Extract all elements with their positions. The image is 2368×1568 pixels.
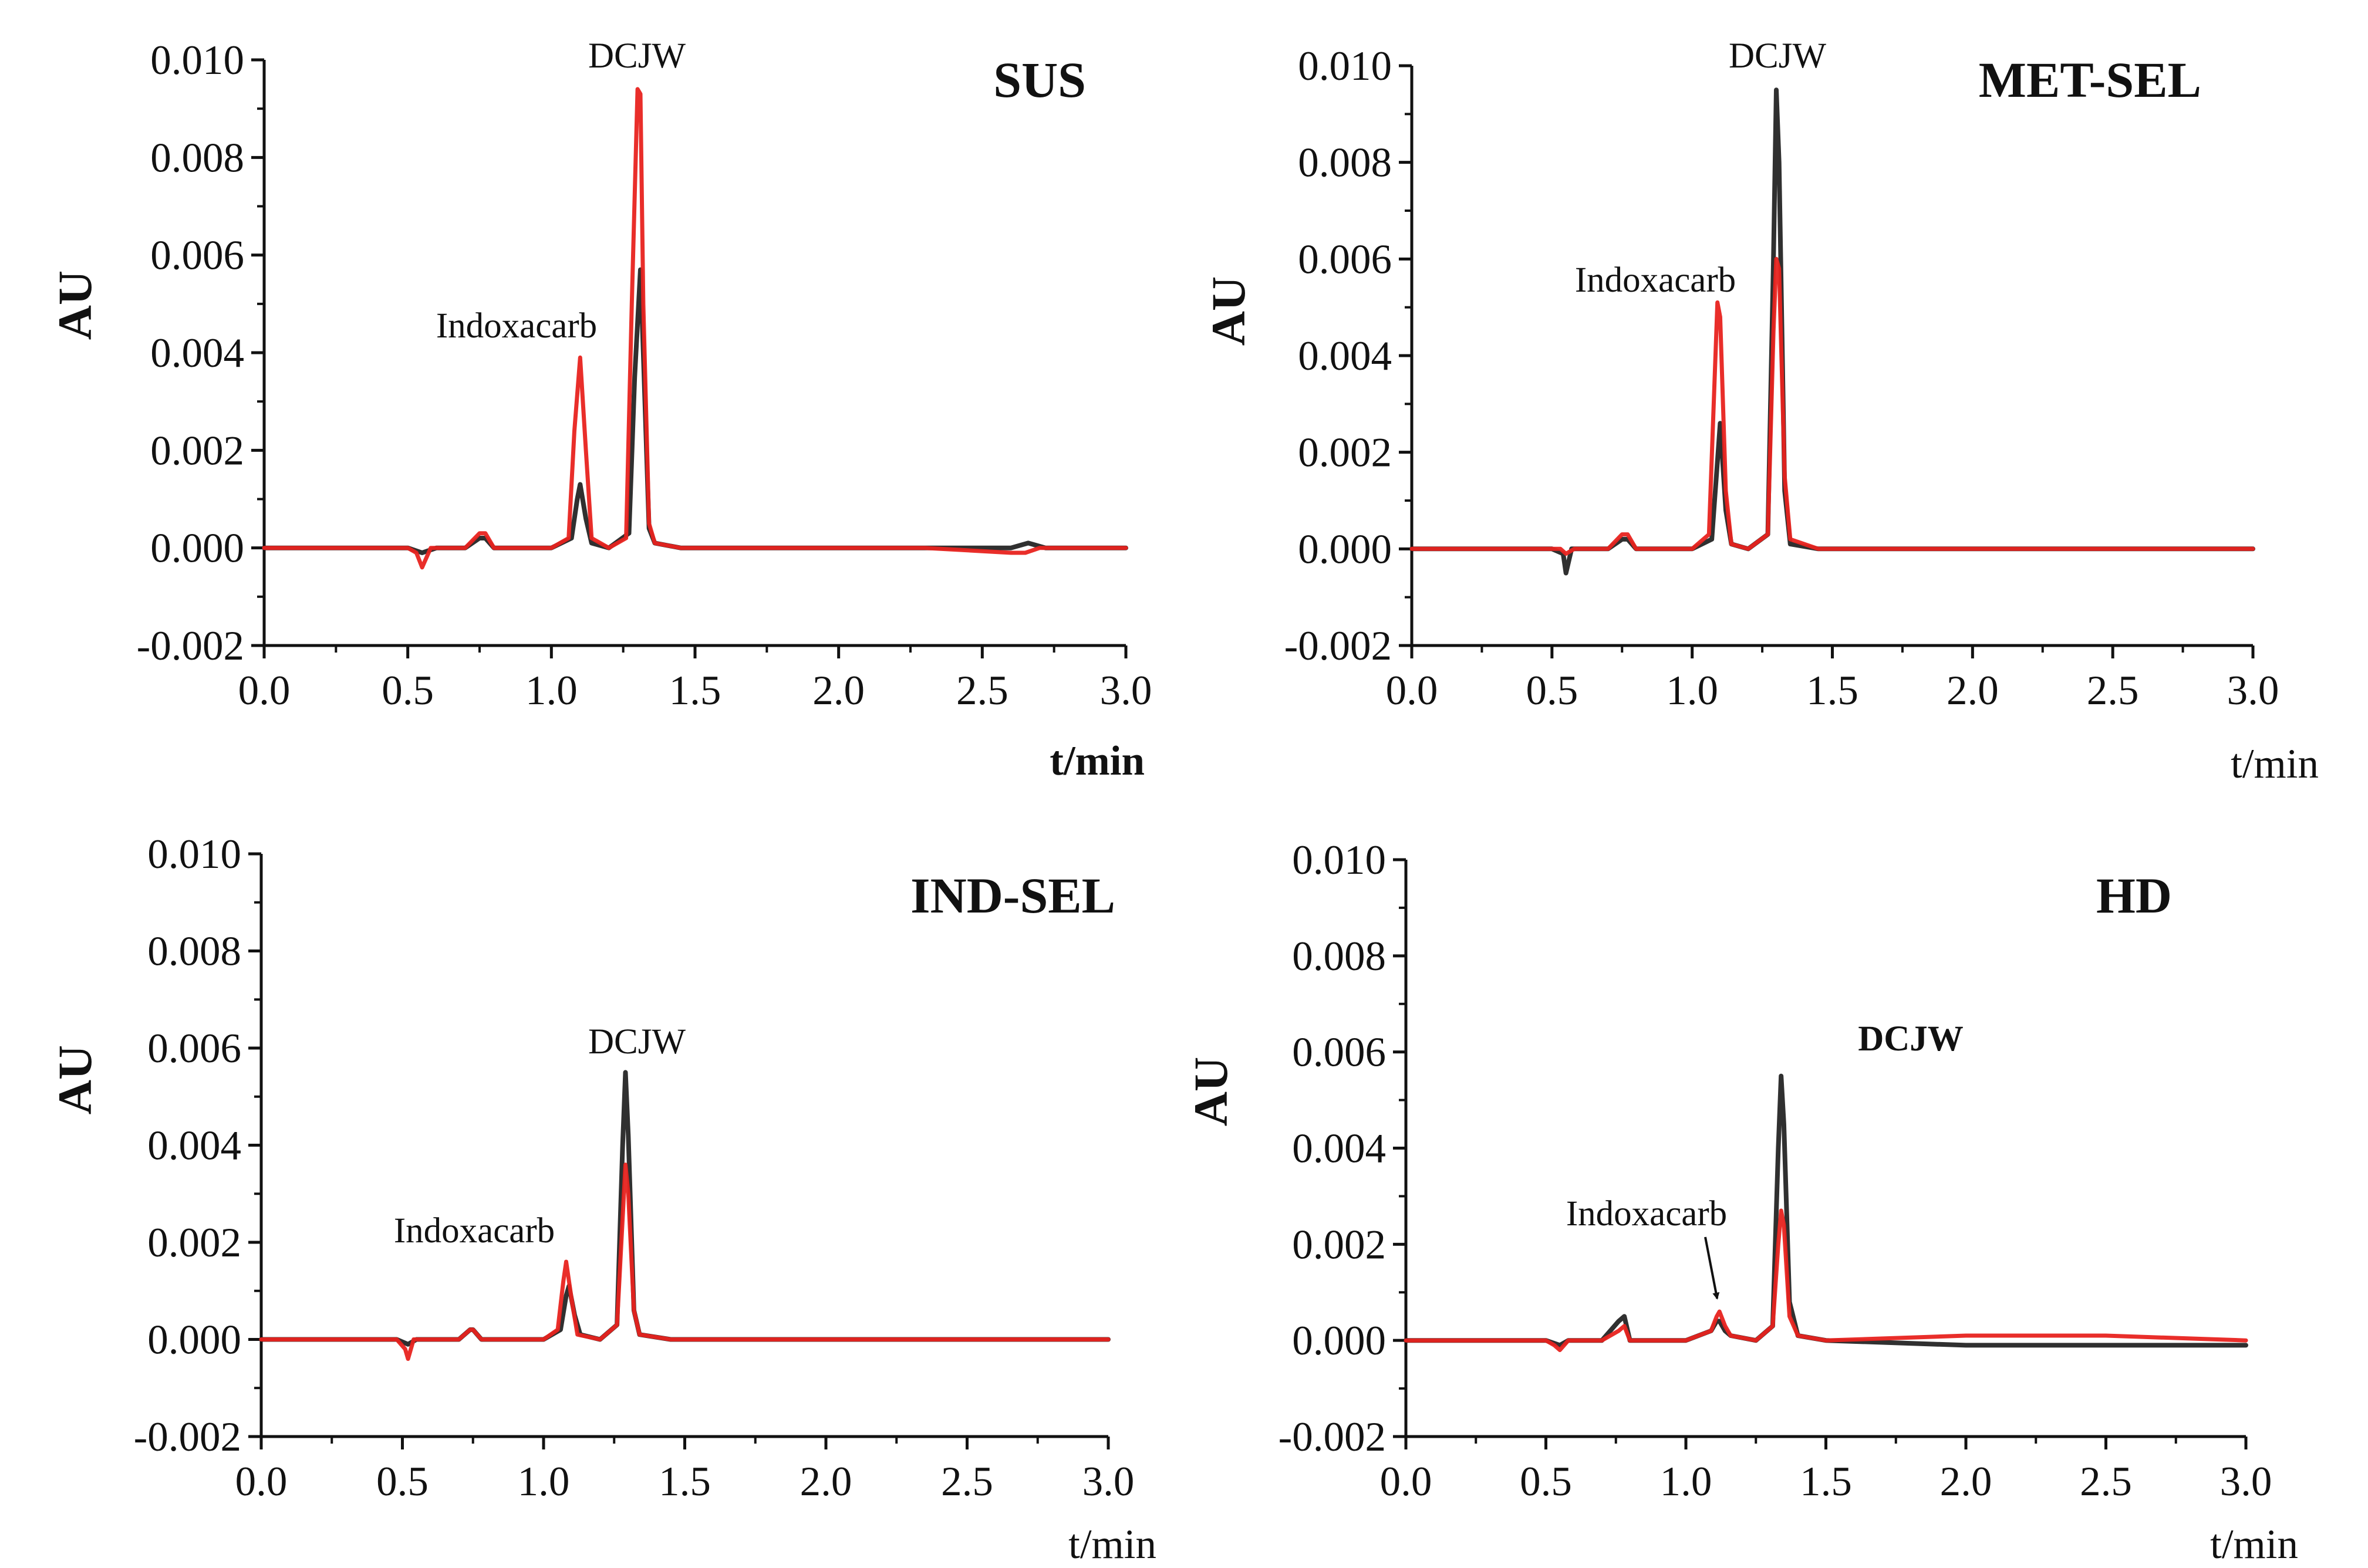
- y-tick-label: 0.004: [147, 1123, 241, 1169]
- peak-label-dcjw: DCJW: [1858, 1019, 1964, 1059]
- y-tick-label: 0.008: [147, 929, 241, 975]
- y-tick-label: 0.006: [150, 233, 244, 279]
- x-axis-label: t/min: [2231, 741, 2319, 787]
- x-axis-label: t/min: [1068, 1522, 1156, 1567]
- y-tick-label: 0.002: [1292, 1222, 1386, 1268]
- panel-title: SUS: [993, 52, 1086, 108]
- peak-label-indoxacarb: Indoxacarb: [1575, 261, 1736, 300]
- x-tick-label: 1.0: [1666, 668, 1718, 714]
- x-tick-label: 2.0: [1947, 668, 1999, 714]
- x-tick-label: 1.5: [669, 668, 721, 714]
- x-tick-label: 0.5: [376, 1459, 429, 1505]
- chart-panel-sus: -0.002 0.000 0.002 0.004 0.006 0.008 0.010 0.0 0…: [48, 36, 1152, 784]
- x-tick-label: 1.5: [659, 1459, 711, 1505]
- x-tick-label: 0.0: [1386, 668, 1438, 714]
- x-tick-label: 0.5: [1520, 1459, 1572, 1505]
- y-tick-label: 0.000: [147, 1317, 241, 1363]
- x-tick-label: 1.0: [1660, 1459, 1712, 1505]
- y-tick-label: 0.010: [150, 38, 244, 83]
- y-tick-label: 0.002: [147, 1220, 241, 1266]
- y-tick-label: -0.002: [134, 1414, 241, 1460]
- panel-title: MET-SEL: [1979, 52, 2201, 108]
- series-line-black: [1409, 87, 2255, 576]
- y-tick-label: 0.004: [1298, 333, 1392, 379]
- x-axis-label: t/min: [2210, 1522, 2298, 1567]
- series-line-red: [1404, 1208, 2248, 1353]
- series-line-black: [259, 1070, 1111, 1347]
- x-tick-label: 3.0: [2220, 1459, 2272, 1505]
- series-line-red: [262, 87, 1128, 570]
- y-tick-label: 0.010: [147, 832, 241, 877]
- x-tick-label: 0.0: [235, 1459, 288, 1505]
- y-tick-label: -0.002: [1284, 623, 1392, 669]
- y-tick-label: 0.006: [147, 1026, 241, 1072]
- peak-label-dcjw: DCJW: [588, 36, 686, 76]
- y-tick-label: 0.008: [1292, 934, 1386, 979]
- x-tick-label: 2.5: [2087, 668, 2139, 714]
- y-tick-label: 0.010: [1292, 837, 1386, 883]
- peak-label-indoxacarb: Indoxacarb: [394, 1211, 555, 1251]
- y-tick-label: 0.006: [1292, 1030, 1386, 1076]
- x-tick-label: 0.5: [382, 668, 434, 714]
- y-tick-label: 0.002: [150, 428, 244, 474]
- peak-label-dcjw: DCJW: [1729, 36, 1826, 76]
- y-tick-label: 0.008: [150, 135, 244, 181]
- x-tick-label: 3.0: [1082, 1459, 1135, 1505]
- chart-panel-hd: -0.002 0.000 0.002 0.004 0.006 0.008 0.010 0.0 0…: [1184, 837, 2298, 1567]
- y-axis-label: AU: [1202, 276, 1255, 346]
- y-tick-label: 0.000: [150, 526, 244, 572]
- peak-label-indoxacarb: Indoxacarb: [436, 306, 597, 346]
- y-tick-label: 0.006: [1298, 236, 1392, 282]
- y-tick-label: 0.008: [1298, 140, 1392, 186]
- series-line-red: [1409, 256, 2255, 556]
- x-tick-label: 1.5: [1800, 1459, 1852, 1505]
- x-tick-label: 0.5: [1526, 668, 1578, 714]
- y-tick-label: -0.002: [1279, 1414, 1386, 1460]
- x-axis-label: t/min: [1050, 738, 1145, 784]
- panel-title: IND-SEL: [910, 867, 1115, 924]
- y-tick-label: 0.000: [1292, 1318, 1386, 1364]
- chart-panel-ind-sel: -0.002 0.000 0.002 0.004 0.006 0.008 0.010 0.0 0…: [48, 832, 1156, 1567]
- y-axis-label: AU: [48, 1045, 102, 1114]
- y-tick-label: -0.002: [137, 623, 244, 669]
- x-tick-label: 2.5: [2080, 1459, 2132, 1505]
- series-line-red: [259, 1163, 1111, 1361]
- y-tick-label: 0.004: [1292, 1126, 1386, 1172]
- x-tick-label: 1.0: [518, 1459, 570, 1505]
- x-tick-label: 2.5: [941, 1459, 993, 1505]
- y-tick-label: 0.000: [1298, 526, 1392, 572]
- x-tick-label: 2.0: [812, 668, 865, 714]
- x-tick-label: 1.5: [1806, 668, 1858, 714]
- y-tick-label: 0.010: [1298, 43, 1392, 89]
- peak-label-dcjw: DCJW: [588, 1022, 686, 1062]
- x-tick-label: 0.0: [238, 668, 291, 714]
- y-axis-label: AU: [1184, 1057, 1237, 1126]
- series-line-black: [1404, 1073, 2248, 1348]
- panel-title: HD: [2096, 867, 2172, 924]
- chart-panel-met-sel: -0.002 0.000 0.002 0.004 0.006 0.008 0.010 0.0 0…: [1202, 36, 2319, 787]
- x-tick-label: 3.0: [1100, 668, 1152, 714]
- x-tick-label: 2.0: [1940, 1459, 1992, 1505]
- y-tick-label: 0.004: [150, 330, 244, 376]
- series-line-black: [262, 267, 1128, 555]
- x-tick-label: 1.0: [525, 668, 578, 714]
- x-tick-label: 2.0: [800, 1459, 852, 1505]
- y-tick-label: 0.002: [1298, 430, 1392, 476]
- y-axis-label: AU: [48, 271, 102, 340]
- peak-label-indoxacarb: Indoxacarb: [1566, 1194, 1727, 1234]
- x-tick-label: 2.5: [956, 668, 1008, 714]
- x-tick-label: 3.0: [2227, 668, 2279, 714]
- x-tick-label: 0.0: [1380, 1459, 1432, 1505]
- annotation-arrow: [1704, 1236, 1720, 1300]
